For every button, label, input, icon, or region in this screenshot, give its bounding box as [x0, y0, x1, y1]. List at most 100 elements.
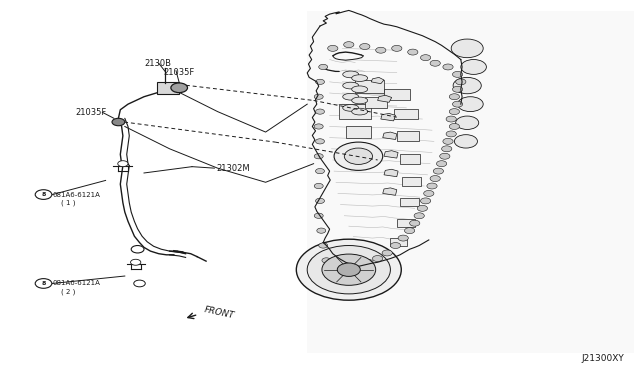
Bar [339, 104, 371, 119]
Circle shape [360, 44, 370, 49]
Circle shape [453, 77, 481, 94]
Bar [394, 109, 418, 119]
Circle shape [316, 198, 324, 203]
Circle shape [443, 64, 453, 70]
Circle shape [134, 280, 145, 287]
Circle shape [314, 94, 323, 99]
Circle shape [112, 118, 125, 126]
Circle shape [319, 64, 328, 70]
Circle shape [452, 86, 463, 92]
Circle shape [317, 228, 326, 233]
Circle shape [404, 228, 415, 234]
Circle shape [322, 258, 331, 263]
Text: ( 2 ): ( 2 ) [61, 288, 75, 295]
Circle shape [319, 243, 328, 248]
Circle shape [458, 97, 483, 112]
Text: FRONT: FRONT [204, 306, 236, 321]
Circle shape [417, 205, 428, 211]
Circle shape [314, 154, 323, 159]
Circle shape [35, 279, 52, 288]
Circle shape [337, 263, 360, 276]
Ellipse shape [343, 105, 359, 111]
Ellipse shape [343, 93, 359, 100]
Circle shape [344, 42, 354, 48]
Circle shape [430, 60, 440, 66]
Text: 8: 8 [42, 192, 45, 197]
Circle shape [456, 79, 466, 85]
Bar [365, 97, 387, 108]
Circle shape [309, 255, 341, 273]
Circle shape [446, 116, 456, 122]
Bar [402, 177, 421, 186]
FancyBboxPatch shape [307, 11, 634, 353]
Circle shape [454, 135, 477, 148]
Circle shape [408, 49, 418, 55]
Circle shape [430, 176, 440, 182]
Circle shape [452, 71, 463, 77]
Circle shape [442, 146, 452, 152]
Bar [400, 154, 420, 164]
Circle shape [344, 148, 372, 164]
Bar [390, 238, 407, 246]
Circle shape [131, 259, 141, 265]
Circle shape [296, 239, 401, 300]
Circle shape [424, 190, 434, 196]
Circle shape [446, 131, 456, 137]
Circle shape [451, 39, 483, 58]
Polygon shape [383, 132, 397, 140]
Circle shape [118, 161, 128, 167]
FancyBboxPatch shape [157, 82, 179, 94]
Circle shape [376, 47, 386, 53]
Bar [355, 80, 384, 93]
Circle shape [398, 235, 408, 241]
Circle shape [449, 109, 460, 115]
Text: 21302M: 21302M [216, 164, 250, 173]
Circle shape [390, 243, 401, 248]
Circle shape [314, 124, 323, 129]
Circle shape [420, 198, 431, 204]
Circle shape [410, 220, 420, 226]
Text: J21300XY: J21300XY [581, 355, 624, 363]
Circle shape [449, 124, 460, 129]
Circle shape [436, 161, 447, 167]
Text: 8: 8 [42, 281, 45, 286]
Circle shape [433, 168, 444, 174]
Text: 081A6-6121A: 081A6-6121A [52, 192, 100, 198]
Circle shape [314, 183, 323, 189]
Ellipse shape [343, 71, 359, 78]
Bar [346, 126, 371, 138]
Text: 21035F: 21035F [76, 108, 107, 117]
Ellipse shape [343, 82, 359, 89]
Ellipse shape [352, 108, 368, 115]
Circle shape [449, 94, 460, 100]
Ellipse shape [352, 97, 368, 104]
Circle shape [314, 213, 323, 218]
Text: 081A6-6121A: 081A6-6121A [52, 280, 100, 286]
Circle shape [35, 190, 52, 199]
Circle shape [443, 138, 453, 144]
Polygon shape [384, 151, 398, 158]
Circle shape [307, 246, 390, 294]
Circle shape [440, 153, 450, 159]
Circle shape [300, 249, 351, 279]
Circle shape [427, 183, 437, 189]
Circle shape [452, 101, 463, 107]
Circle shape [316, 139, 324, 144]
Bar [397, 219, 415, 227]
Circle shape [171, 83, 188, 93]
Circle shape [328, 45, 338, 51]
Circle shape [131, 246, 144, 253]
Bar [400, 198, 419, 206]
Text: 21035F: 21035F [163, 68, 195, 77]
Bar [397, 131, 419, 141]
Circle shape [334, 142, 383, 170]
Circle shape [372, 256, 383, 262]
Text: 2130B: 2130B [144, 59, 171, 68]
Polygon shape [378, 95, 392, 102]
Circle shape [316, 169, 324, 174]
Circle shape [316, 79, 324, 84]
Circle shape [420, 55, 431, 61]
Text: ( 1 ): ( 1 ) [61, 199, 76, 206]
Circle shape [316, 109, 324, 114]
Circle shape [363, 259, 373, 265]
